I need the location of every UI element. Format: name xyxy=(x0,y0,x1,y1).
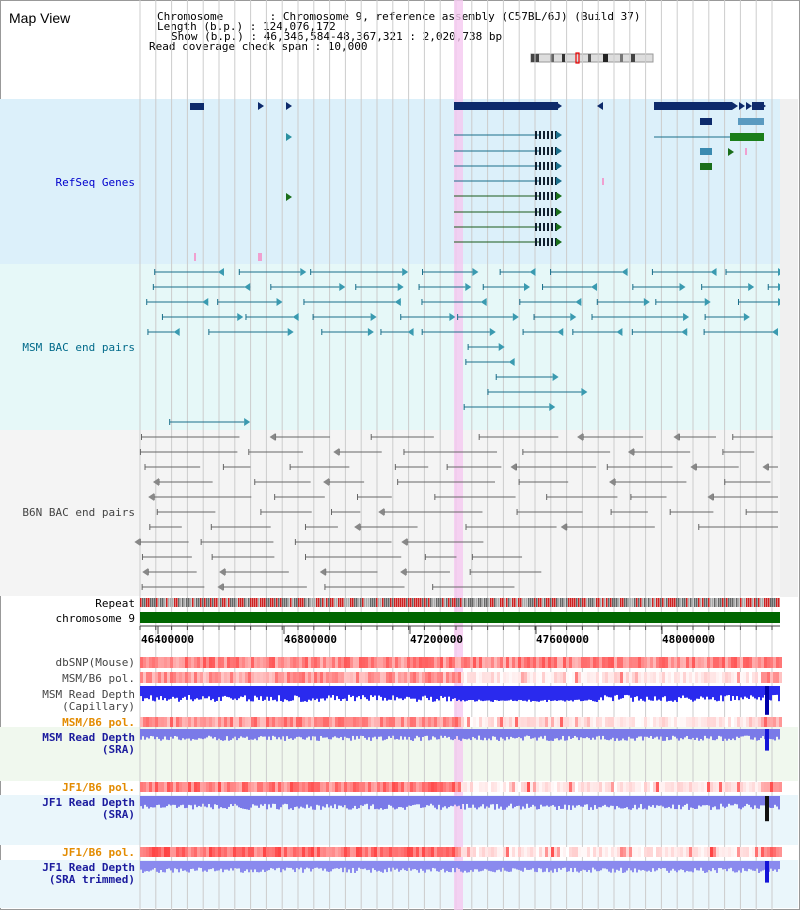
coverage-span-info: Read coverage check span : 10,000 xyxy=(149,40,368,53)
track-label-repeat[interactable]: Repeat xyxy=(95,597,135,610)
page-title: Map View xyxy=(9,10,71,26)
track-label-chromosome[interactable]: chromosome 9 xyxy=(55,612,135,625)
track-label-dbsnp[interactable]: dbSNP(Mouse) xyxy=(55,656,135,669)
track-label-msm-bac[interactable]: MSM BAC end pairs xyxy=(22,341,135,354)
show-range-info: Show (b.p.) : 46,346,584-48,367,321 : 2,… xyxy=(171,30,503,43)
track-label-b6n-bac[interactable]: B6N BAC end pairs xyxy=(22,506,135,519)
refseq-features xyxy=(190,102,766,261)
refseq-track-bg xyxy=(0,99,798,264)
axis-tick-label: 46800000 xyxy=(284,633,337,646)
axis-tick-label: 48000000 xyxy=(662,633,715,646)
track-label-msm-b6-pol-2[interactable]: MSM/B6 pol. xyxy=(62,716,135,729)
track-label-msm-depth-cap[interactable]: MSM Read Depth xyxy=(42,688,135,701)
track-label-jf1-depth-sub: (SRA) xyxy=(101,808,135,821)
msm-bac-features xyxy=(146,268,784,426)
track-label-jf1-depth-trim-sub: (SRA trimmed) xyxy=(48,873,135,886)
track-label-refseq[interactable]: RefSeq Genes xyxy=(55,176,135,189)
axis-tick-label: 47200000 xyxy=(410,633,463,646)
length-info: Length (b.p.) : 124,076,172 xyxy=(157,20,336,33)
track-label-msm-depth-cap-sub: (Capillary) xyxy=(62,700,135,713)
b6n-bac-features xyxy=(134,433,778,591)
track-label-msm-depth-sra-sub: (SRA) xyxy=(101,743,135,756)
msm-bac-track-bg xyxy=(0,264,798,430)
track-label-msm-b6-pol[interactable]: MSM/B6 pol. xyxy=(62,672,135,685)
track-label-jf1-b6-pol-2[interactable]: JF1/B6 pol. xyxy=(62,846,135,859)
track-label-jf1-depth[interactable]: JF1 Read Depth xyxy=(42,796,135,809)
b6n-bac-track-bg xyxy=(0,430,798,596)
axis-tick-label: 46400000 xyxy=(141,633,194,646)
repeat-track xyxy=(140,598,780,607)
track-label-jf1-b6-pol[interactable]: JF1/B6 pol. xyxy=(62,781,135,794)
track-label-jf1-depth-trim[interactable]: JF1 Read Depth xyxy=(42,861,135,874)
track-label-msm-depth-sra[interactable]: MSM Read Depth xyxy=(42,731,135,744)
axis-tick-label: 47600000 xyxy=(536,633,589,646)
chromosome-info: Chromosome : Chromosome 9, reference ass… xyxy=(157,10,641,23)
